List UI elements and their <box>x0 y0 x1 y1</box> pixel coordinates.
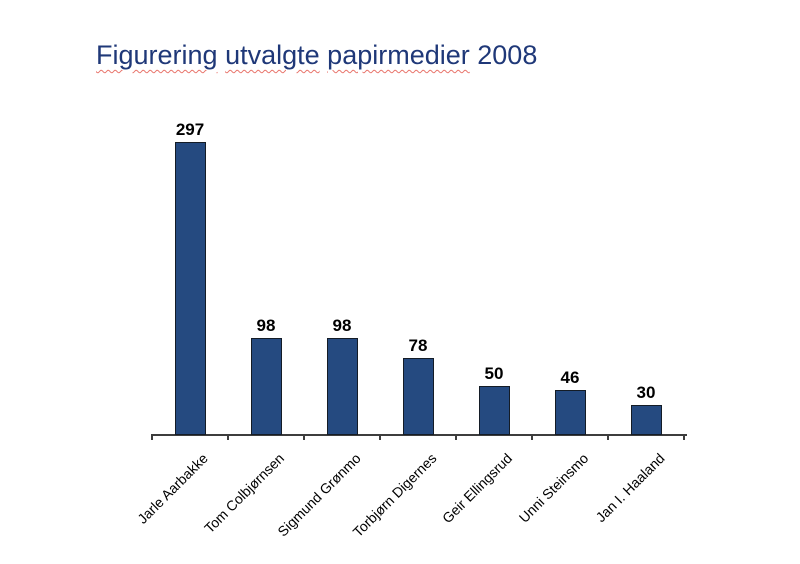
bar-4 <box>402 358 434 435</box>
bar-value-label: 98 <box>256 316 276 335</box>
bar-1 <box>174 142 206 435</box>
x-axis-tick <box>607 435 609 440</box>
bar-value-label: 98 <box>332 316 352 335</box>
bar-value-label: 46 <box>560 368 580 387</box>
category-label: Jan I. Haaland <box>592 450 668 526</box>
x-axis-line <box>151 434 687 436</box>
bar-7 <box>630 405 662 435</box>
x-axis-tick <box>151 435 153 440</box>
x-axis-tick <box>683 435 685 440</box>
category-label: Tom Colbjørnsen <box>201 450 288 537</box>
bar-value-label: 30 <box>636 383 656 402</box>
title-word-misspelled: Figurering <box>96 40 218 70</box>
title-word-misspelled: papirmedier <box>327 40 470 70</box>
bar-value-label: 78 <box>408 336 428 355</box>
bar-value-label: 297 <box>175 120 205 139</box>
x-axis-tick <box>455 435 457 440</box>
category-label: Jarle Aarbakke <box>134 450 212 527</box>
x-axis-tick <box>379 435 381 440</box>
x-axis-tick <box>227 435 229 440</box>
title-word-misspelled: utvalgte <box>225 40 320 70</box>
category-label: Unni Steinsmo <box>515 450 592 526</box>
bar-6 <box>554 390 586 435</box>
title-word: 2008 <box>477 40 538 70</box>
chart-title: Figurering utvalgte papirmedier 2008 <box>96 40 537 71</box>
bar-5 <box>478 386 510 435</box>
category-label: Sigmund Grønmo <box>273 450 364 540</box>
x-axis-tick <box>531 435 533 440</box>
bar-2 <box>250 338 282 435</box>
category-label: Geir Ellingsrud <box>439 450 516 527</box>
category-label: Torbjørn Digernes <box>349 450 440 540</box>
bar-3 <box>326 338 358 435</box>
bar-value-label: 50 <box>484 364 504 383</box>
x-axis-tick <box>303 435 305 440</box>
